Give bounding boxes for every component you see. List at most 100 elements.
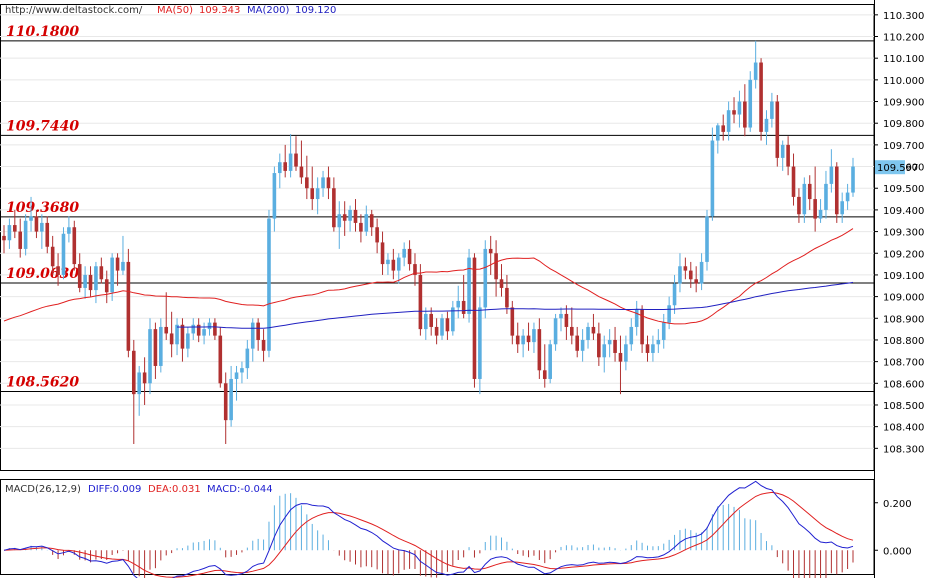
candle-body (169, 333, 174, 345)
candle-body (321, 177, 325, 189)
candle-body (526, 335, 531, 343)
candle-body (288, 153, 293, 171)
candle-body (7, 225, 12, 241)
candle-body (515, 335, 520, 345)
candle-body (564, 313, 569, 327)
y-tick-label: 108.900 (883, 314, 924, 325)
candle-body (137, 372, 141, 395)
candle-body (591, 326, 596, 334)
candle-body (467, 257, 471, 314)
candle-body (88, 274, 93, 291)
candle-body (50, 246, 55, 267)
candle-body (716, 125, 720, 141)
candle-body (456, 300, 461, 308)
candle-body (40, 222, 44, 232)
candle-body (575, 335, 580, 351)
y-tick-label: 109.200 (883, 249, 924, 260)
candle-body (223, 383, 228, 421)
ma200-label: MA(200) (247, 5, 289, 16)
level-label: 108.5620 (6, 375, 79, 391)
candle-body (748, 79, 753, 128)
candle-body (726, 110, 731, 132)
macd-params-label: MACD(26,12,9) (5, 484, 81, 495)
candle-body (624, 344, 628, 362)
y-tick-label: 109.100 (883, 271, 924, 282)
candle-body (115, 257, 120, 271)
candle-body (499, 279, 504, 288)
candle-body (429, 313, 434, 327)
candle-body (813, 199, 817, 219)
candle-body (802, 183, 807, 215)
candle-body (240, 368, 244, 373)
candle-body (305, 177, 309, 189)
y-tick-label: 109.800 (883, 119, 924, 130)
candle-body (791, 166, 796, 197)
candle-body (34, 216, 39, 232)
macd-value-label: MACD:-0.044 (207, 484, 273, 495)
y-tick-label: 108.800 (883, 336, 924, 347)
candle-body (67, 227, 71, 234)
candle-body (175, 324, 179, 345)
candle-body (353, 209, 358, 223)
candle-body (553, 318, 558, 345)
candle-body (688, 270, 693, 280)
candle-body (359, 222, 363, 232)
candle-body (326, 177, 331, 189)
candle-body (699, 261, 704, 284)
candle-body (759, 62, 763, 132)
candle-body (342, 214, 347, 221)
level-label: 109.7440 (6, 118, 79, 134)
ma50-value: 109.343 (199, 5, 240, 16)
candle-body (386, 259, 390, 265)
candle-body (131, 350, 136, 395)
candle-body (348, 209, 352, 221)
y-tick-label: 109.400 (883, 206, 924, 217)
candle-body (753, 62, 758, 80)
candle-body (207, 322, 212, 330)
y-tick-label: 110.300 (883, 11, 924, 22)
macd-diff-label: DIFF:0.009 (88, 484, 141, 495)
candle-body (272, 173, 277, 219)
candle-body (710, 140, 715, 217)
current-price-label: 109.597 (877, 163, 918, 174)
y-tick-label: 108.500 (883, 401, 924, 412)
candle-body (256, 322, 260, 340)
candle-body (277, 162, 282, 174)
ma200-line (176, 281, 854, 329)
candle-body (13, 225, 17, 232)
source-url[interactable]: http://www.deltastock.com/ (5, 5, 143, 16)
candle-body (99, 266, 104, 280)
candle-body (786, 144, 790, 167)
candle-body (607, 339, 612, 345)
candle-body (678, 266, 682, 284)
candle-body (77, 264, 82, 288)
candle-body (110, 257, 114, 293)
candle-body (548, 344, 552, 379)
candle-body (18, 231, 23, 249)
candle-body (23, 220, 28, 249)
candle-body (186, 333, 190, 349)
y-tick-label: 109.000 (883, 293, 924, 304)
candle-body (505, 287, 509, 308)
candle-body (721, 125, 726, 132)
candle-body (29, 216, 33, 221)
ma50-label: MA(50) (157, 5, 193, 16)
candle-body (651, 344, 655, 353)
ma50-line (3, 228, 854, 325)
candle-body (2, 235, 6, 241)
candle-body (56, 266, 60, 275)
candle-body (234, 372, 239, 379)
candle-body (413, 264, 417, 275)
candle-body (851, 166, 855, 193)
y-tick-label: 108.600 (883, 379, 924, 390)
candle-body (440, 318, 444, 336)
candle-body (94, 266, 98, 291)
candle-body (402, 248, 406, 258)
y-tick-label: 108.400 (883, 423, 924, 434)
candle-body (597, 333, 601, 358)
candle-body (213, 322, 217, 336)
candle-body (294, 153, 298, 167)
candle-body (834, 166, 839, 215)
candle-body (705, 216, 709, 262)
level-label: 109.0630 (6, 266, 79, 282)
